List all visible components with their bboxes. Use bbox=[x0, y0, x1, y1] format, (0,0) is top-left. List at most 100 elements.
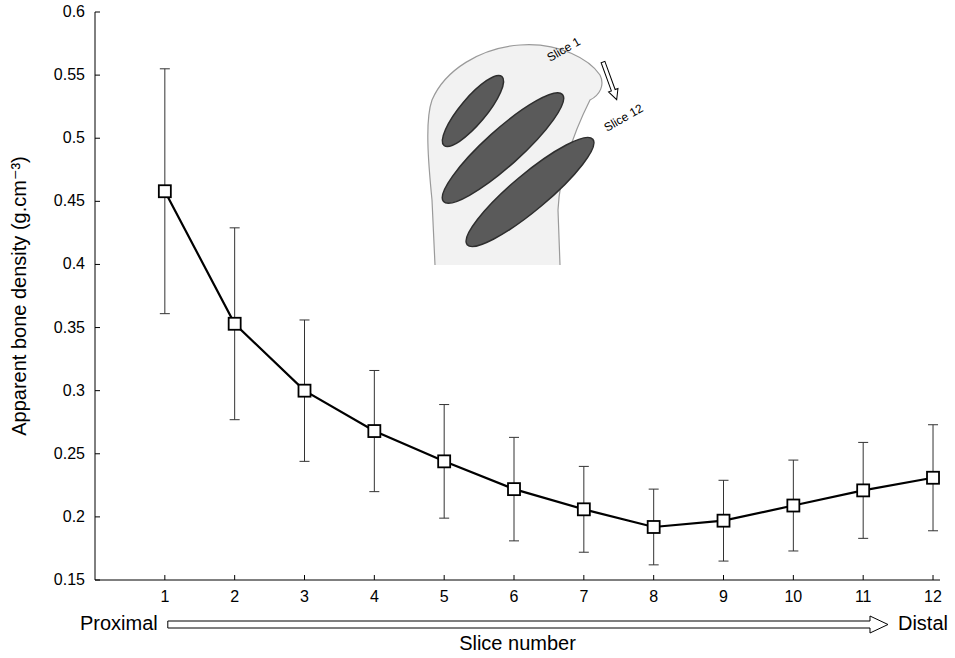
x-tick-label: 9 bbox=[719, 588, 728, 605]
slice-end-label: Slice 12 bbox=[602, 101, 646, 135]
data-point bbox=[787, 500, 799, 512]
slice-arrow bbox=[598, 60, 621, 101]
error-cap bbox=[858, 538, 868, 539]
error-cap bbox=[788, 550, 798, 551]
x-tick bbox=[304, 575, 305, 580]
x-tick bbox=[653, 575, 654, 580]
x-tick bbox=[933, 575, 934, 580]
y-tick-label: 0.15 bbox=[54, 571, 85, 588]
y-tick-label: 0.25 bbox=[54, 445, 85, 462]
y-tick-label: 0.45 bbox=[54, 192, 85, 209]
x-tick-label: 11 bbox=[855, 588, 872, 605]
x-tick-label: 7 bbox=[579, 588, 588, 605]
error-cap bbox=[300, 461, 310, 462]
y-tick bbox=[95, 201, 100, 202]
y-tick-label: 0.6 bbox=[63, 3, 85, 20]
error-bar bbox=[160, 69, 170, 314]
error-bar bbox=[439, 405, 449, 519]
x-tick bbox=[164, 575, 165, 580]
error-bar bbox=[719, 480, 729, 561]
distal-label: Distal bbox=[898, 612, 948, 634]
slice-region bbox=[456, 126, 605, 259]
y-tick bbox=[95, 75, 100, 76]
error-cap bbox=[439, 404, 449, 405]
x-axis-line bbox=[95, 580, 940, 581]
y-tick bbox=[95, 327, 100, 328]
y-tick-label: 0.4 bbox=[63, 255, 85, 272]
x-tick-label: 6 bbox=[510, 588, 519, 605]
y-tick bbox=[95, 390, 100, 391]
x-tick-label: 10 bbox=[784, 588, 802, 605]
y-tick-label: 0.55 bbox=[54, 66, 85, 83]
error-cap bbox=[579, 552, 589, 553]
plot-data bbox=[159, 69, 939, 565]
y-tick-label: 0.3 bbox=[63, 382, 85, 399]
y-tick-label: 0.35 bbox=[54, 319, 85, 336]
data-point bbox=[299, 385, 311, 397]
data-line bbox=[165, 191, 933, 527]
error-cap bbox=[649, 564, 659, 565]
error-cap bbox=[509, 437, 519, 438]
error-bar bbox=[788, 460, 798, 551]
y-tick-label: 0.5 bbox=[63, 129, 85, 146]
x-tick bbox=[723, 575, 724, 580]
error-cap bbox=[858, 442, 868, 443]
x-tick bbox=[583, 575, 584, 580]
x-tick bbox=[234, 575, 235, 580]
y-tick bbox=[95, 453, 100, 454]
x-tick-label: 2 bbox=[230, 588, 239, 605]
error-cap bbox=[439, 518, 449, 519]
error-cap bbox=[928, 530, 938, 531]
data-point bbox=[229, 318, 241, 330]
error-bar bbox=[300, 320, 310, 461]
y-axis-title: Apparent bone density (g.cm⁻³) bbox=[8, 156, 30, 436]
error-cap bbox=[719, 561, 729, 562]
x-tick bbox=[863, 575, 864, 580]
error-bar bbox=[858, 442, 868, 538]
data-point bbox=[857, 484, 869, 496]
error-cap bbox=[160, 68, 170, 69]
direction-arrow bbox=[168, 616, 888, 633]
error-cap bbox=[788, 460, 798, 461]
error-cap bbox=[230, 227, 240, 228]
slice-arrow-shape bbox=[598, 60, 621, 101]
error-bar bbox=[230, 228, 240, 420]
x-tick-label: 1 bbox=[160, 588, 169, 605]
y-axis-line bbox=[95, 12, 96, 580]
y-tick bbox=[95, 12, 100, 13]
x-tick bbox=[793, 575, 794, 580]
error-cap bbox=[719, 480, 729, 481]
y-tick bbox=[95, 580, 100, 581]
data-point bbox=[368, 425, 380, 437]
x-tick-label: 4 bbox=[370, 588, 379, 605]
error-bar bbox=[369, 370, 379, 491]
data-point bbox=[159, 185, 171, 197]
error-cap bbox=[160, 313, 170, 314]
error-cap bbox=[649, 489, 659, 490]
x-tick bbox=[514, 575, 515, 580]
x-tick-label: 3 bbox=[300, 588, 309, 605]
x-tick-label: 8 bbox=[649, 588, 658, 605]
data-point bbox=[718, 515, 730, 527]
x-tick bbox=[374, 575, 375, 580]
x-tick-label: 12 bbox=[924, 588, 942, 605]
proximal-label: Proximal bbox=[80, 612, 158, 634]
error-cap bbox=[300, 319, 310, 320]
x-tick-label: 5 bbox=[440, 588, 449, 605]
error-bar bbox=[928, 425, 938, 531]
error-bar bbox=[649, 489, 659, 565]
error-cap bbox=[369, 491, 379, 492]
slice-start-label: Slice 1 bbox=[545, 34, 583, 64]
error-cap bbox=[230, 419, 240, 420]
data-point bbox=[508, 483, 520, 495]
y-tick bbox=[95, 138, 100, 139]
y-tick-label: 0.2 bbox=[63, 508, 85, 525]
y-tick bbox=[95, 516, 100, 517]
data-point bbox=[648, 521, 660, 533]
data-point bbox=[927, 472, 939, 484]
chart: Slice 1 Slice 12 0.15 0.2 0.25 0.3 0.35 0.4 0.45… bbox=[0, 0, 955, 658]
x-axis-title: Slice number bbox=[459, 632, 576, 654]
data-point bbox=[578, 503, 590, 515]
x-tick bbox=[444, 575, 445, 580]
inset-humerus: Slice 1 Slice 12 bbox=[428, 34, 646, 265]
